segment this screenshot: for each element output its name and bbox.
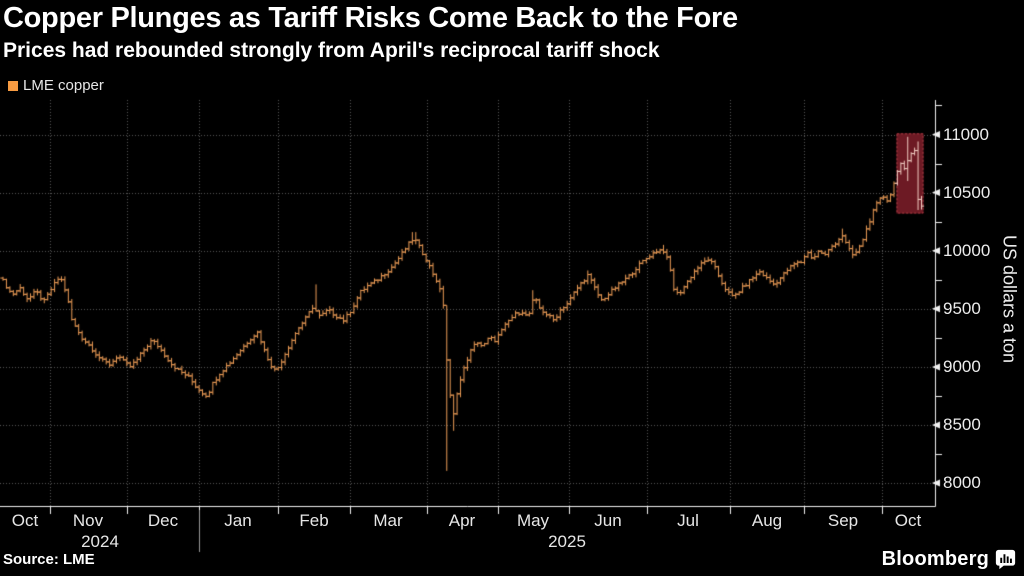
x-year-label: 2025 [548, 532, 586, 551]
y-tick-label: 10000 [943, 240, 991, 260]
y-tick-label: 8000 [943, 473, 981, 493]
x-tick-label: Oct [894, 511, 922, 530]
bloomberg-terminal-icon [995, 549, 1016, 570]
x-tick-label: Nov [72, 511, 104, 530]
x-tick-label: May [516, 511, 550, 530]
chart-title: Copper Plunges as Tariff Risks Come Back… [3, 2, 738, 34]
bloomberg-wordmark: Bloomberg [881, 548, 989, 570]
x-tick-label: Jun [594, 511, 622, 530]
legend-swatch-icon [8, 80, 18, 91]
x-tick-label: Apr [448, 511, 476, 530]
source-note: Source: LME [3, 551, 95, 568]
x-tick-label: Dec [147, 511, 179, 530]
y-tick-label: 8500 [943, 415, 981, 434]
x-tick-label: Oct [11, 511, 39, 530]
branding: Bloomberg [882, 548, 1016, 571]
legend: LME copper [8, 77, 104, 94]
chart-subtitle: Prices had rebounded strongly from April… [3, 39, 660, 62]
x-tick-label: Feb [299, 511, 329, 530]
y-tick-label: 11000 [943, 124, 990, 144]
y-axis-title: US dollars a ton [999, 234, 1020, 364]
y-tick-label: 9500 [943, 298, 981, 318]
x-tick-label: Jan [224, 511, 252, 530]
x-year-label: 2024 [81, 532, 119, 551]
y-tick-label: 10500 [943, 182, 991, 202]
x-tick-label: Jul [677, 511, 699, 530]
x-tick-label: Mar [373, 511, 403, 530]
x-tick-label: Sep [827, 511, 859, 530]
legend-label: LME copper [23, 77, 104, 94]
x-tick-label: Aug [751, 511, 783, 530]
y-tick-label: 9000 [943, 356, 981, 376]
